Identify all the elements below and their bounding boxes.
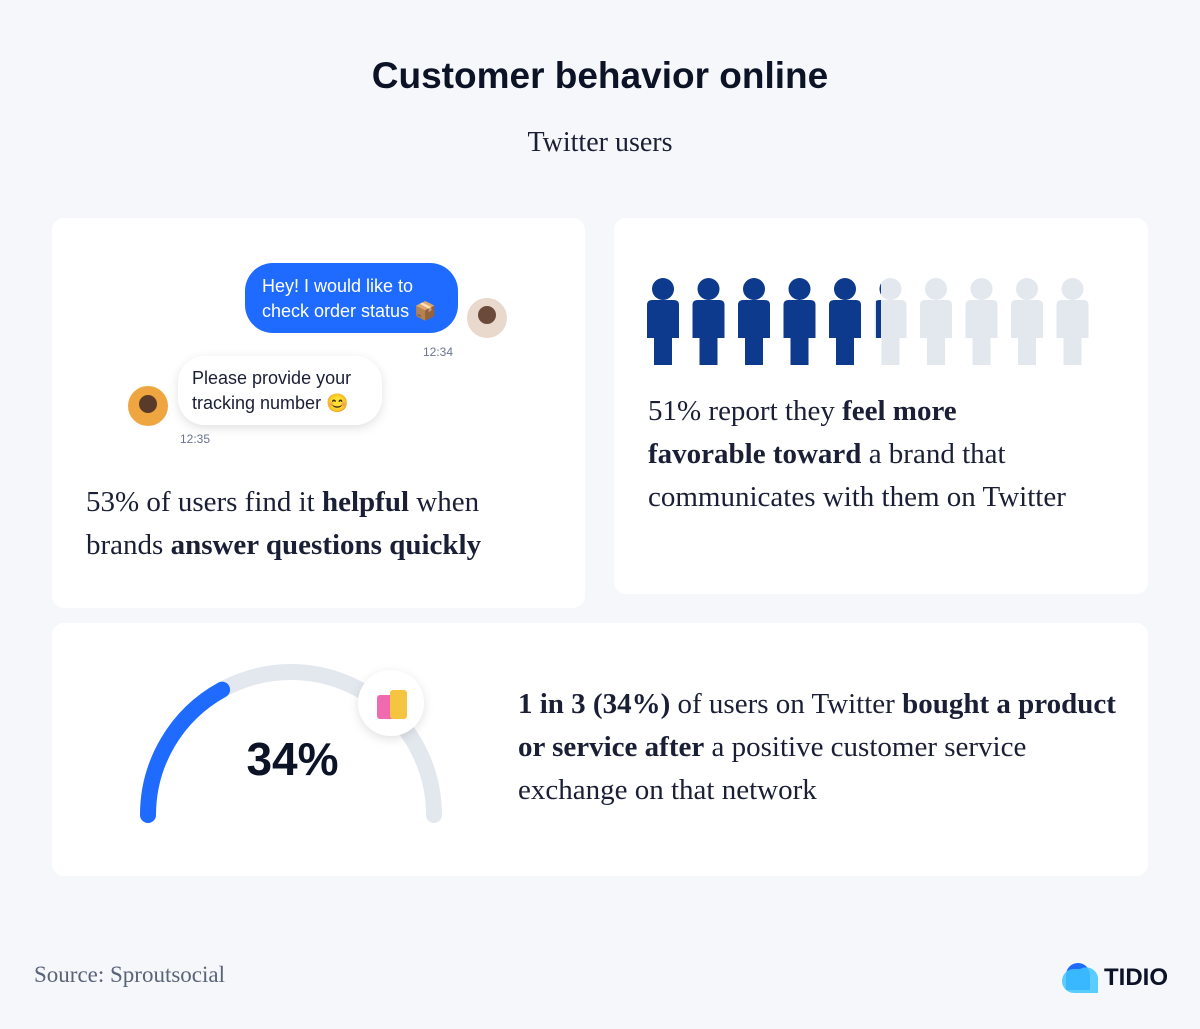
text: a brand that communicates with them on T… — [648, 438, 1066, 513]
logo-icon — [1062, 967, 1099, 993]
pictogram — [647, 278, 1089, 365]
card — [52, 623, 1148, 876]
person-icon — [1056, 278, 1089, 365]
text: a positive customer service exchange on … — [518, 731, 1027, 806]
source: Source: Sproutsocial — [34, 962, 225, 987]
message-line: tracking number 😊 — [192, 393, 349, 413]
person-icon — [965, 278, 998, 365]
person-icon — [692, 278, 725, 365]
message: Please provide your tracking number 😊 — [192, 366, 351, 416]
chat-bubble — [245, 263, 458, 333]
brand: TIDIO — [1104, 964, 1168, 991]
card-text: 1 in 3 (34%) of users on Twitter bought … — [518, 683, 1128, 812]
title: Customer behavior online — [371, 55, 829, 96]
text-bold: feel more favorable toward — [648, 395, 957, 470]
card-text: 51% report they feel more favorable towa… — [648, 390, 1068, 519]
person-icon — [874, 278, 907, 365]
avatar — [139, 395, 157, 413]
message-line: Please provide your — [192, 368, 352, 388]
person-icon — [647, 278, 679, 365]
text: of users on Twitter — [670, 688, 903, 720]
subtitle: Twitter users — [527, 127, 673, 158]
person-icon — [829, 278, 861, 365]
text: when brands — [86, 486, 480, 561]
text: 53% of users find it — [86, 486, 322, 518]
timestamp: 12:34 — [423, 345, 454, 359]
chat-bubble — [178, 356, 382, 425]
person-icon — [783, 278, 816, 365]
bag-icon — [390, 690, 407, 719]
message-line: check order status 📦 — [262, 301, 437, 321]
text-bold: helpful — [322, 486, 410, 518]
person-icon — [876, 283, 881, 338]
gauge-label: 34% — [246, 733, 339, 785]
avatar — [478, 306, 496, 324]
message-line: Hey! I would like to — [262, 276, 414, 296]
text-bold: bought a product or service after — [518, 688, 1116, 763]
gauge-arc — [140, 681, 231, 823]
person-icon — [738, 278, 770, 365]
person-icon — [920, 278, 952, 365]
card-text: 53% of users find it helpful when brands… — [86, 481, 546, 567]
person-icon — [1011, 278, 1043, 365]
text: 51% report they — [648, 395, 843, 427]
message: Hey! I would like to check order status … — [262, 274, 436, 324]
text-bold: 1 in 3 (34%) — [518, 688, 671, 720]
text-bold: answer questions quickly — [170, 529, 482, 561]
timestamp: 12:35 — [180, 432, 211, 446]
